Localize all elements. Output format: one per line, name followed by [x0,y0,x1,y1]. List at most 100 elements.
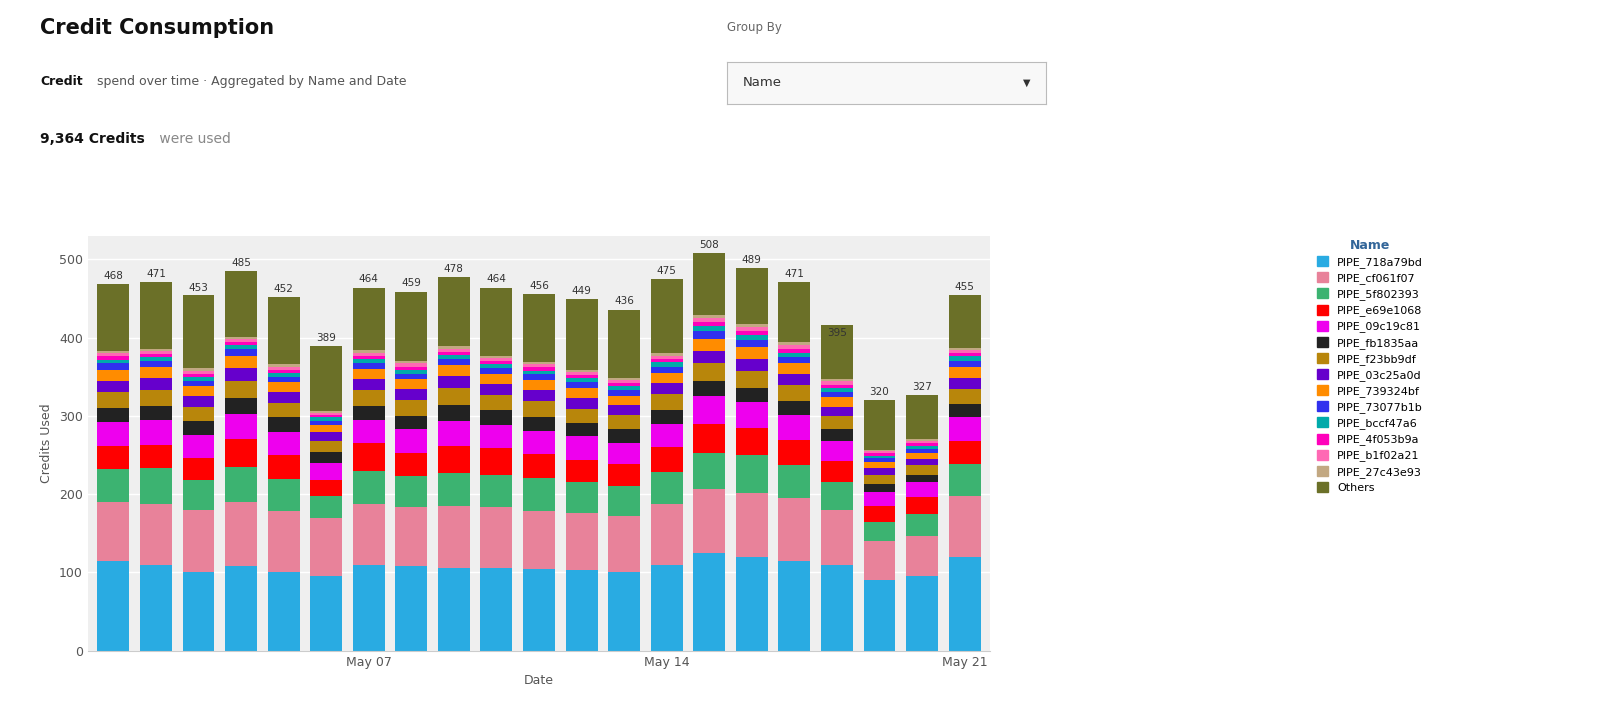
Text: 456: 456 [529,281,549,291]
Text: 389: 389 [316,333,335,343]
Bar [182,458,214,480]
Bar [225,380,257,398]
Bar [949,368,981,378]
Text: were used: were used [155,132,232,147]
Bar [650,383,682,394]
Bar [225,566,257,651]
Bar [396,379,428,389]
Text: 320: 320 [870,387,890,397]
Bar [736,330,768,335]
Bar [608,443,640,465]
Bar [650,362,682,367]
Bar [864,456,896,458]
Bar [524,370,554,375]
Bar [608,465,640,486]
Bar [524,375,554,380]
Bar [693,380,725,396]
Bar [225,440,257,467]
Bar [438,359,470,365]
Bar [182,370,214,374]
Bar [225,339,257,342]
Bar [353,355,385,359]
X-axis label: Date: Date [524,674,554,687]
Bar [864,453,896,456]
Bar [949,557,981,651]
Bar [565,388,597,398]
Bar [268,418,300,432]
Bar [905,445,937,449]
Bar [268,373,300,377]
Bar [97,353,129,357]
Bar [736,493,768,557]
Bar [310,346,342,411]
Bar [225,502,257,566]
Bar [736,347,768,359]
Bar [693,322,725,326]
Bar [608,573,640,651]
Bar [182,573,214,651]
Bar [608,378,640,380]
Bar [650,367,682,373]
Text: 471: 471 [784,269,805,279]
Bar [949,465,981,495]
Bar [905,483,937,496]
Bar [864,581,896,651]
Bar [438,346,470,349]
Bar [268,573,300,651]
Bar [481,358,513,361]
Bar [524,390,554,401]
Bar [353,443,385,470]
Bar [949,357,981,361]
Bar [97,469,129,502]
Bar [396,416,428,429]
Bar [97,408,129,422]
Bar [736,388,768,402]
Text: spend over time · Aggregated by Name and Date: spend over time · Aggregated by Name and… [93,75,406,88]
Text: 452: 452 [273,284,294,294]
Bar [864,541,896,581]
Bar [821,429,853,441]
Bar [353,359,385,363]
Bar [396,367,428,370]
Bar [821,416,853,429]
Bar [353,287,385,350]
Bar [182,386,214,396]
Bar [650,353,682,355]
Text: Credit: Credit [40,75,83,88]
Bar [481,368,513,374]
Bar [693,488,725,553]
Bar [821,397,853,407]
Bar [905,453,937,459]
Bar [905,441,937,443]
Bar [141,358,172,361]
Bar [864,468,896,475]
Bar [736,557,768,651]
Bar [396,453,428,476]
Bar [310,425,342,433]
Bar [565,375,597,378]
Bar [524,364,554,368]
Bar [608,380,640,383]
Text: Name: Name [743,77,781,89]
Bar [353,503,385,565]
Bar [481,568,513,651]
Bar [736,340,768,347]
Bar [778,363,810,375]
Bar [438,376,470,388]
Bar [268,393,300,403]
Bar [905,443,937,445]
Bar [864,400,896,450]
Bar [821,392,853,397]
Bar [481,384,513,395]
Bar [310,463,342,480]
Bar [565,436,597,460]
Bar [565,570,597,651]
Bar [608,516,640,573]
Bar [650,359,682,362]
Bar [438,473,470,506]
Bar [864,492,896,506]
Text: 468: 468 [104,271,123,281]
Bar [524,478,554,511]
Bar [353,379,385,390]
Bar [778,385,810,401]
